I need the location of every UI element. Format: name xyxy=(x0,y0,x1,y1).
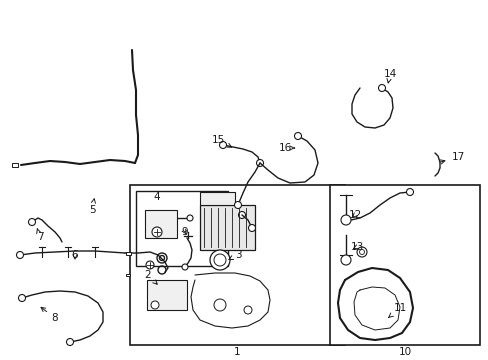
Circle shape xyxy=(248,225,255,231)
Circle shape xyxy=(238,212,245,219)
Bar xyxy=(136,191,227,266)
Circle shape xyxy=(340,215,350,225)
Circle shape xyxy=(219,141,226,149)
Text: 2: 2 xyxy=(144,270,157,284)
Text: 10: 10 xyxy=(398,347,411,357)
Bar xyxy=(130,185,345,345)
Bar xyxy=(126,274,130,276)
Circle shape xyxy=(214,299,225,311)
Text: 17: 17 xyxy=(439,152,464,164)
Circle shape xyxy=(209,250,229,270)
Text: 9: 9 xyxy=(182,227,188,237)
Bar xyxy=(126,252,131,255)
Circle shape xyxy=(406,189,413,195)
Circle shape xyxy=(378,85,385,91)
Circle shape xyxy=(234,202,241,208)
Text: 13: 13 xyxy=(350,242,363,252)
Circle shape xyxy=(146,261,154,269)
Text: 8: 8 xyxy=(41,307,58,323)
Text: 6: 6 xyxy=(72,250,78,260)
Bar xyxy=(329,185,479,345)
Circle shape xyxy=(28,219,36,225)
Text: 11: 11 xyxy=(387,303,406,318)
Circle shape xyxy=(340,255,350,265)
Circle shape xyxy=(182,264,187,270)
Circle shape xyxy=(66,338,73,346)
Bar xyxy=(200,205,254,250)
Text: 3: 3 xyxy=(228,250,241,260)
Bar xyxy=(12,163,18,167)
Circle shape xyxy=(152,227,162,237)
Text: 1: 1 xyxy=(233,347,240,357)
Text: 15: 15 xyxy=(211,135,231,147)
Circle shape xyxy=(151,301,159,309)
Circle shape xyxy=(214,254,225,266)
Text: 14: 14 xyxy=(383,69,396,83)
Bar xyxy=(145,210,177,238)
Circle shape xyxy=(244,306,251,314)
Circle shape xyxy=(356,247,366,257)
Bar xyxy=(147,280,186,310)
Circle shape xyxy=(359,249,364,255)
Text: 16: 16 xyxy=(278,143,294,153)
Text: 12: 12 xyxy=(347,210,361,220)
Circle shape xyxy=(19,294,25,302)
Text: 4: 4 xyxy=(153,192,160,202)
Text: 7: 7 xyxy=(37,229,43,242)
Circle shape xyxy=(256,159,263,166)
Text: 5: 5 xyxy=(88,199,95,215)
Circle shape xyxy=(17,252,23,258)
Circle shape xyxy=(186,215,193,221)
Circle shape xyxy=(294,132,301,140)
Bar xyxy=(200,192,235,205)
